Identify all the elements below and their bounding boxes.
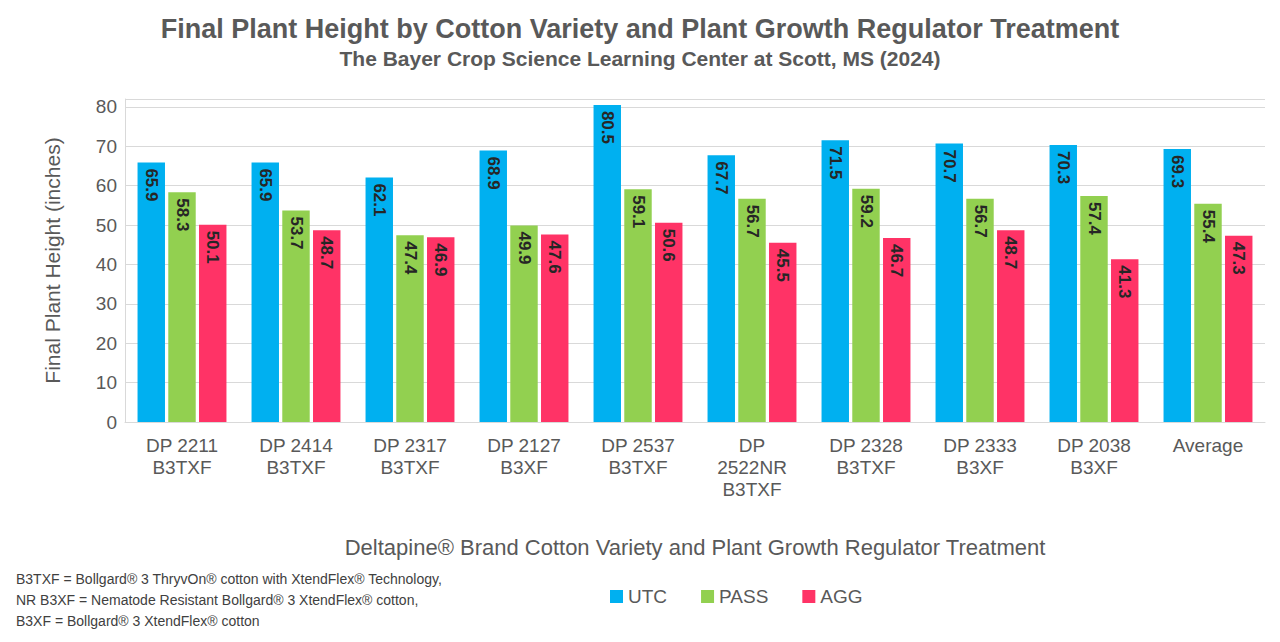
svg-text:30: 30	[96, 293, 117, 314]
svg-text:Final Plant Height (inches): Final Plant Height (inches)	[41, 137, 64, 383]
svg-text:40: 40	[96, 254, 117, 275]
svg-text:65.9: 65.9	[256, 168, 275, 201]
svg-text:B3XF: B3XF	[1070, 457, 1118, 478]
svg-text:20: 20	[96, 333, 117, 354]
svg-text:70: 70	[96, 136, 117, 157]
svg-text:50: 50	[96, 215, 117, 236]
svg-text:49.9: 49.9	[515, 231, 534, 264]
svg-text:50.1: 50.1	[203, 231, 222, 264]
svg-text:DP 2537: DP 2537	[601, 435, 675, 456]
svg-text:B3TXF: B3TXF	[266, 457, 325, 478]
svg-text:47.6: 47.6	[545, 241, 564, 274]
svg-text:48.7: 48.7	[1001, 236, 1020, 269]
svg-text:70.7: 70.7	[940, 150, 959, 183]
svg-text:67.7: 67.7	[712, 161, 731, 194]
svg-text:70.3: 70.3	[1054, 151, 1073, 184]
svg-text:UTC: UTC	[628, 586, 667, 607]
svg-text:B3TXF: B3TXF	[722, 479, 781, 500]
svg-text:41.3: 41.3	[1115, 265, 1134, 298]
svg-text:B3TXF: B3TXF	[608, 457, 667, 478]
svg-text:AGG: AGG	[820, 586, 862, 607]
svg-text:65.9: 65.9	[142, 168, 161, 201]
svg-text:57.4: 57.4	[1085, 202, 1104, 236]
svg-text:68.9: 68.9	[484, 157, 503, 190]
svg-text:DP 2333: DP 2333	[943, 435, 1017, 456]
svg-text:DP 2211: DP 2211	[146, 435, 218, 456]
svg-text:PASS: PASS	[719, 586, 768, 607]
svg-text:DP 2127: DP 2127	[487, 435, 561, 456]
svg-text:47.3: 47.3	[1229, 242, 1248, 275]
svg-text:B3XF: B3XF	[500, 457, 548, 478]
svg-text:DP 2328: DP 2328	[829, 435, 903, 456]
svg-text:60: 60	[96, 175, 117, 196]
svg-text:The Bayer Crop Science Learnin: The Bayer Crop Science Learning Center a…	[339, 47, 940, 70]
svg-text:B3XF = Bollgard® 3 XtendFlex®: B3XF = Bollgard® 3 XtendFlex® cotton	[16, 613, 260, 629]
svg-text:Deltapine® Brand Cotton Variet: Deltapine® Brand Cotton Variety and Plan…	[345, 535, 1046, 560]
svg-text:DP 2038: DP 2038	[1057, 435, 1131, 456]
svg-text:Final Plant Height by Cotton V: Final Plant Height by Cotton Variety and…	[161, 14, 1120, 44]
svg-text:45.5: 45.5	[773, 249, 792, 282]
svg-text:DP: DP	[739, 435, 765, 456]
svg-text:B3TXF: B3TXF	[380, 457, 439, 478]
svg-text:56.7: 56.7	[743, 205, 762, 238]
svg-text:B3TXF: B3TXF	[836, 457, 895, 478]
svg-text:B3XF: B3XF	[956, 457, 1004, 478]
svg-text:59.2: 59.2	[857, 195, 876, 228]
svg-text:DP 2317: DP 2317	[373, 435, 447, 456]
svg-text:80.5: 80.5	[598, 111, 617, 144]
svg-text:B3TXF = Bollgard® 3 ThryvOn® c: B3TXF = Bollgard® 3 ThryvOn® cotton with…	[16, 571, 442, 587]
svg-text:50.6: 50.6	[659, 229, 678, 262]
svg-text:53.7: 53.7	[287, 216, 306, 249]
svg-text:NR B3XF = Nematode Resistant B: NR B3XF = Nematode Resistant Bollgard® 3…	[16, 592, 418, 608]
svg-text:59.1: 59.1	[629, 195, 648, 228]
svg-text:56.7: 56.7	[971, 205, 990, 238]
svg-text:58.3: 58.3	[173, 198, 192, 231]
svg-text:B3TXF: B3TXF	[152, 457, 211, 478]
svg-text:46.9: 46.9	[431, 243, 450, 276]
svg-text:71.5: 71.5	[826, 146, 845, 179]
svg-text:80: 80	[96, 96, 117, 117]
svg-text:69.3: 69.3	[1168, 155, 1187, 188]
svg-text:55.4: 55.4	[1199, 210, 1218, 244]
svg-text:2522NR: 2522NR	[717, 457, 787, 478]
svg-text:10: 10	[96, 372, 117, 393]
svg-text:47.4: 47.4	[401, 241, 420, 275]
svg-text:46.7: 46.7	[887, 244, 906, 277]
svg-text:62.1: 62.1	[370, 183, 389, 216]
svg-text:0: 0	[106, 412, 117, 433]
svg-text:Average: Average	[1173, 435, 1243, 456]
svg-text:48.7: 48.7	[317, 236, 336, 269]
svg-text:DP 2414: DP 2414	[259, 435, 333, 456]
